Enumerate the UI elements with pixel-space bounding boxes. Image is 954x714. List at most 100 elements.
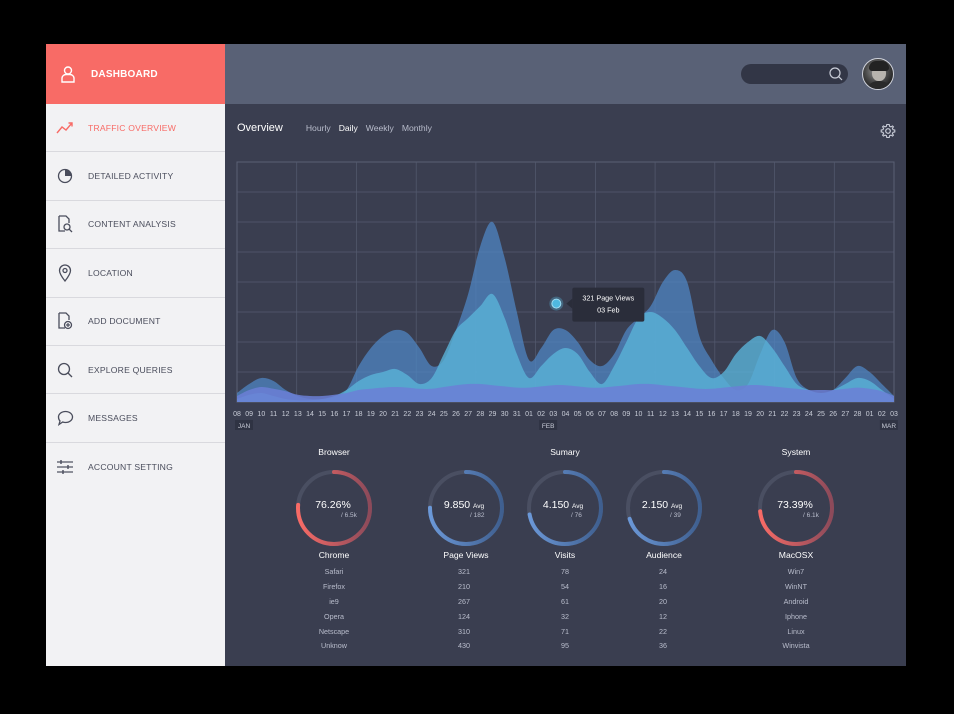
page-views-sub: / 182: [470, 512, 485, 519]
sidebar-item-label: EXPLORE QUERIES: [88, 364, 173, 375]
list-item: 267: [458, 596, 470, 606]
summary-section-title: Sumary: [550, 447, 580, 457]
avatar[interactable]: [862, 58, 894, 90]
x-tick-label: 14: [306, 411, 314, 418]
x-tick-label: 21: [391, 411, 399, 418]
x-tick-label: 15: [318, 411, 326, 418]
chart-x-axis: 08 09 10 11 12 13 14 15 16 17 18 19 20 21 22 23 24 25 26 27…: [233, 411, 898, 430]
sidebar-item-label: CONTENT ANALYSIS: [88, 219, 176, 230]
sidebar-item-label: ADD DOCUMENT: [88, 316, 161, 327]
chat-bubble-icon: [56, 409, 74, 427]
topbar: [225, 44, 906, 104]
sidebar-item-label: TRAFFIC OVERVIEW: [88, 122, 177, 133]
page-views-donut-arc: [428, 470, 504, 546]
list-item: Unknow: [321, 641, 347, 651]
sidebar-item-location[interactable]: LOCATION: [46, 249, 225, 298]
x-tick-label: 29: [489, 411, 497, 418]
search-icon[interactable]: [827, 65, 845, 83]
month-label: MAR: [882, 423, 897, 430]
list-item: 430: [458, 641, 470, 651]
x-tick-label: 04: [562, 411, 570, 418]
browser-donut-chart: [296, 470, 372, 546]
sidebar-item-detailed-activity[interactable]: DETAILED ACTIVITY: [46, 152, 225, 201]
audience-label: Audience: [646, 550, 682, 560]
page-views-label: Page Views: [443, 550, 489, 560]
x-tick-label: 19: [744, 411, 752, 418]
month-label-bg: [879, 420, 898, 430]
system-list: Win7 WinNT Android Iphone Linux Winvista: [782, 565, 809, 654]
sidebar-header-label: DASHBOARD: [91, 68, 158, 80]
x-tick-label: 24: [428, 411, 436, 418]
sidebar-item-content-analysis[interactable]: CONTENT ANALYSIS: [46, 201, 225, 250]
audience-list: 24 16 20 12 22 36: [659, 565, 667, 654]
traffic-area-chart: 08 09 10 11 12 13 14 15 16 17 18 19 20 21 22 23 24 25 26 27…: [233, 161, 898, 430]
x-tick-label: 05: [574, 411, 582, 418]
x-tick-label: 16: [708, 411, 716, 418]
list-item: Safari: [324, 567, 344, 576]
list-item: 32: [561, 611, 569, 621]
list-item: 36: [659, 641, 667, 651]
month-label: FEB: [542, 423, 555, 430]
document-search-icon: [56, 215, 74, 233]
tab-daily[interactable]: Daily: [338, 123, 358, 133]
visits-sub: / 76: [571, 512, 582, 519]
list-item: Netscape: [318, 626, 350, 636]
sidebar-header-dashboard[interactable]: DASHBOARD: [46, 44, 225, 104]
list-item: 20: [659, 596, 667, 606]
x-tick-label: 03: [549, 411, 557, 418]
search-input[interactable]: [741, 64, 848, 84]
x-tick-label: 13: [294, 411, 302, 418]
list-item: Iphone: [785, 611, 807, 621]
month-label: JAN: [238, 423, 251, 430]
x-tick-label: 01: [866, 411, 874, 418]
list-item: Winvista: [782, 641, 810, 651]
x-tick-label: 22: [781, 411, 789, 418]
list-item: 16: [659, 581, 667, 591]
tooltip-line1: 321 Page Views: [582, 294, 634, 303]
tooltip-marker: [551, 298, 562, 309]
system-sub: / 6.1k: [803, 512, 819, 519]
x-tick-label: 25: [440, 411, 448, 418]
x-tick-label: 18: [355, 411, 363, 418]
list-item: 124: [458, 611, 470, 621]
list-item: WinNT: [785, 581, 807, 591]
trend-icon: [56, 119, 74, 137]
x-tick-label: 18: [732, 411, 740, 418]
system-donut-chart: [758, 470, 834, 546]
tab-monthly[interactable]: Monthly: [401, 123, 432, 133]
list-item: Opera: [324, 611, 344, 621]
page-views-list: 321 210 267 124 310 430: [458, 565, 470, 654]
area-series-2: [237, 293, 894, 402]
x-tick-label: 02: [537, 411, 545, 418]
list-item: 210: [458, 581, 470, 591]
user-icon: [59, 65, 77, 83]
sidebar-item-explore-queries[interactable]: EXPLORE QUERIES: [46, 346, 225, 395]
x-tick-label: 15: [695, 411, 703, 418]
x-tick-label: 22: [403, 411, 411, 418]
sidebar-item-label: DETAILED ACTIVITY: [88, 171, 174, 182]
sidebar-item-add-document[interactable]: ADD DOCUMENT: [46, 298, 225, 346]
gear-icon[interactable]: [879, 122, 897, 140]
x-tick-label: 17: [720, 411, 728, 418]
x-tick-label: 23: [416, 411, 424, 418]
x-tick-label: 13: [671, 411, 679, 418]
list-item: Linux: [787, 626, 805, 636]
audience-value: 2.150 Avg: [641, 499, 683, 511]
list-item: Win7: [787, 567, 805, 576]
tab-hourly[interactable]: Hourly: [305, 123, 331, 133]
sidebar-item-messages[interactable]: MESSAGES: [46, 394, 225, 443]
x-tick-label: 30: [501, 411, 509, 418]
tab-weekly[interactable]: Weekly: [365, 123, 394, 133]
browser-sub: / 6.5k: [341, 512, 357, 519]
overview-toolbar: Overview Hourly Daily Weekly Monthly: [237, 122, 440, 134]
sidebar-item-traffic-overview[interactable]: TRAFFIC OVERVIEW: [46, 104, 225, 153]
x-tick-label: 26: [452, 411, 460, 418]
visits-label: Visits: [554, 550, 576, 560]
sidebar-item-account-setting[interactable]: ACCOUNT SETTING: [46, 443, 225, 491]
browser-section-title: Browser: [318, 447, 350, 457]
system-donut-arc: [758, 470, 834, 546]
x-tick-label: 12: [659, 411, 667, 418]
main-panel: Overview Hourly Daily Weekly Monthly 08 0…: [225, 44, 906, 666]
x-tick-label: 10: [635, 411, 643, 418]
audience-donut-arc: [626, 470, 702, 546]
